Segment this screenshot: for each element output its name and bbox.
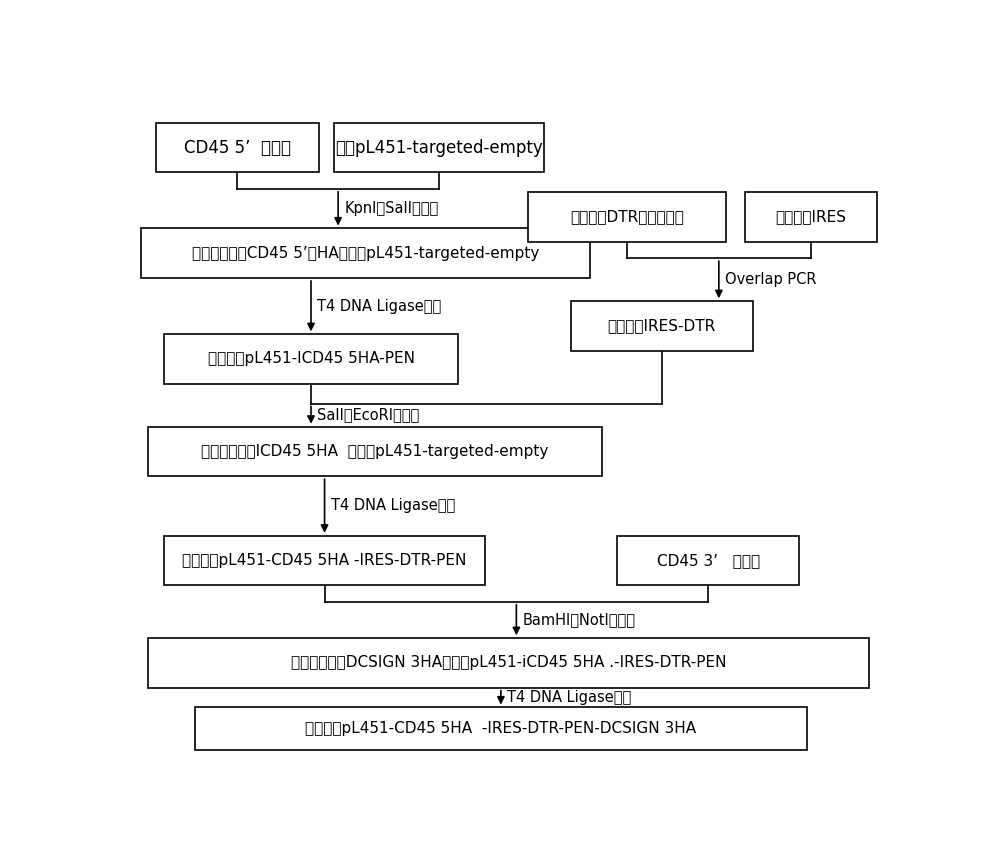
Text: 打靶载体pL451-CD45 5HA  -IRES-DTR-PEN-DCSIGN 3HA: 打靶载体pL451-CD45 5HA -IRES-DTR-PEN-DCSIGN … bbox=[305, 722, 696, 736]
FancyBboxPatch shape bbox=[195, 708, 807, 751]
Text: CD45 3’   同源臂: CD45 3’ 同源臂 bbox=[657, 553, 760, 568]
Text: 带粘性末端的lCD45 5HA  和载体pL451-targeted-empty: 带粘性末端的lCD45 5HA 和载体pL451-targeted-empty bbox=[201, 444, 549, 459]
Text: 外源基因IRES-DTR: 外源基因IRES-DTR bbox=[608, 318, 716, 334]
Text: 带粘性末端的CD45 5’；HA和载体pL451-targeted-empty: 带粘性末端的CD45 5’；HA和载体pL451-targeted-empty bbox=[192, 245, 539, 261]
FancyBboxPatch shape bbox=[164, 335, 458, 384]
FancyBboxPatch shape bbox=[148, 426, 602, 476]
Text: CD45 5’  同源臂: CD45 5’ 同源臂 bbox=[184, 138, 291, 156]
FancyBboxPatch shape bbox=[334, 123, 544, 172]
FancyBboxPatch shape bbox=[140, 228, 590, 278]
Text: KpnI、SaII双酶切: KpnI、SaII双酶切 bbox=[344, 201, 439, 216]
Text: BamHI、NotI双酶切: BamHI、NotI双酶切 bbox=[523, 613, 636, 627]
Text: T4 DNA Ligase连接: T4 DNA Ligase连接 bbox=[507, 690, 631, 705]
Text: 外源基因DTR（可替换）: 外源基因DTR（可替换） bbox=[570, 209, 684, 225]
Text: T4 DNA Ligase连接: T4 DNA Ligase连接 bbox=[331, 498, 455, 513]
Text: T4 DNA Ligase连接: T4 DNA Ligase连接 bbox=[317, 299, 441, 314]
Text: 载体pL451-targeted-empty: 载体pL451-targeted-empty bbox=[335, 138, 543, 156]
FancyBboxPatch shape bbox=[617, 535, 799, 585]
FancyBboxPatch shape bbox=[164, 535, 485, 585]
Text: 外源基因IRES: 外源基因IRES bbox=[775, 209, 846, 225]
Text: Overlap PCR: Overlap PCR bbox=[725, 272, 817, 287]
FancyBboxPatch shape bbox=[148, 638, 869, 687]
FancyBboxPatch shape bbox=[528, 192, 726, 242]
FancyBboxPatch shape bbox=[571, 301, 753, 351]
Text: 带粘性末端的DCSIGN 3HA和载体pL451-iCD45 5HA .-IRES-DTR-PEN: 带粘性末端的DCSIGN 3HA和载体pL451-iCD45 5HA .-IRE… bbox=[291, 656, 726, 670]
Text: SaII、EcoRI双酶切: SaII、EcoRI双酶切 bbox=[317, 408, 419, 423]
Text: 中间载体pL451-CD45 5HA -IRES-DTR-PEN: 中间载体pL451-CD45 5HA -IRES-DTR-PEN bbox=[182, 553, 467, 568]
FancyBboxPatch shape bbox=[745, 192, 877, 242]
Text: 中间载体pL451-ICD45 5HA-PEN: 中间载体pL451-ICD45 5HA-PEN bbox=[208, 352, 415, 366]
FancyBboxPatch shape bbox=[156, 123, 319, 172]
